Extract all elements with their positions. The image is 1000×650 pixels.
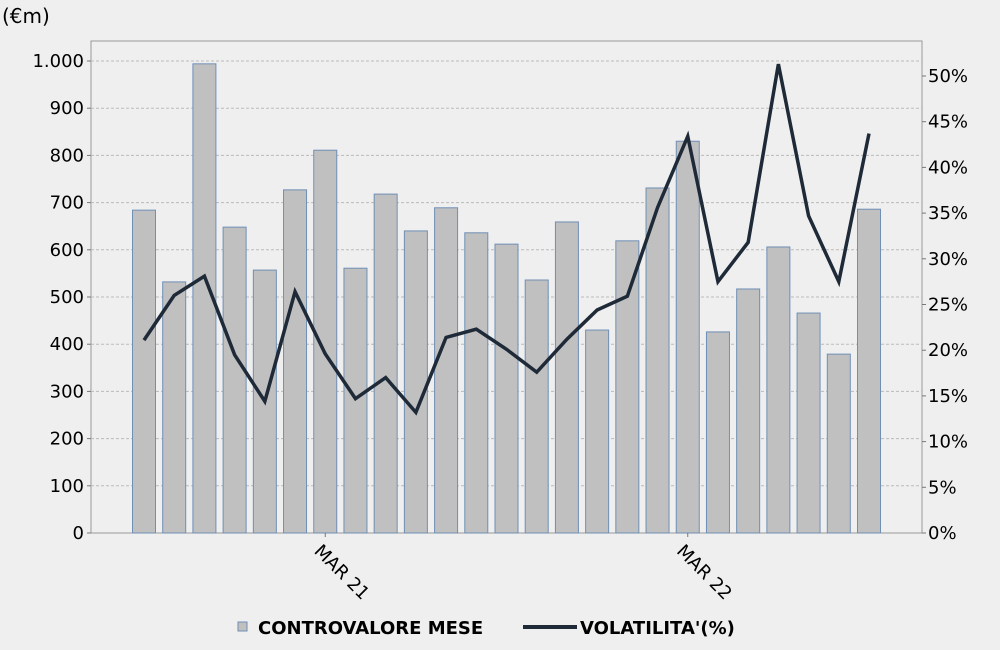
bar xyxy=(826,353,851,534)
legend-label-bar: CONTROVALORE MESE xyxy=(258,618,483,639)
bar xyxy=(222,226,247,534)
bar xyxy=(675,140,700,534)
bar xyxy=(857,208,881,534)
left-tick-label: 100 xyxy=(50,476,84,497)
bar xyxy=(132,209,156,534)
left-tick-label: 1.000 xyxy=(32,51,84,72)
bar xyxy=(283,189,308,534)
left-tick-label: 800 xyxy=(50,145,84,166)
right-tick-label: 15% xyxy=(928,386,968,407)
left-tick-label: 900 xyxy=(50,98,84,119)
left-tick-label: 600 xyxy=(50,240,84,261)
right-tick-label: 20% xyxy=(928,340,968,361)
left-tick-label: 400 xyxy=(50,334,84,355)
bar xyxy=(736,288,761,534)
bar xyxy=(766,246,791,534)
right-tick-label: 45% xyxy=(928,112,968,133)
right-tick-label: 40% xyxy=(928,157,968,178)
y-axis-unit-label: (€m) xyxy=(2,4,50,28)
bar xyxy=(524,279,549,534)
bar xyxy=(585,329,610,534)
bar xyxy=(645,187,670,534)
right-tick-label: 30% xyxy=(928,249,968,270)
bar xyxy=(403,230,428,534)
bar xyxy=(615,240,640,534)
x-tick-label: MAR 21 xyxy=(310,541,374,605)
right-tick-label: 50% xyxy=(928,66,968,87)
bar xyxy=(554,221,579,534)
bar xyxy=(705,331,730,534)
bar xyxy=(373,193,398,534)
left-tick-label: 0 xyxy=(73,523,84,544)
left-tick-label: 200 xyxy=(50,429,84,450)
legend-label-line: VOLATILITA'(%) xyxy=(580,618,735,639)
bar xyxy=(796,312,821,534)
right-tick-label: 0% xyxy=(928,523,957,544)
right-tick-label: 25% xyxy=(928,295,968,316)
bar xyxy=(494,243,519,534)
legend: CONTROVALORE MESE VOLATILITA'(%) xyxy=(237,618,735,639)
right-tick-label: 10% xyxy=(928,432,968,453)
bar xyxy=(434,207,459,534)
legend-swatch-bar xyxy=(237,621,248,632)
bar xyxy=(162,281,187,534)
bar xyxy=(464,232,489,534)
right-tick-label: 5% xyxy=(928,477,957,498)
left-tick-label: 700 xyxy=(50,193,84,214)
bar xyxy=(313,149,338,534)
x-tick-label: MAR 22 xyxy=(672,541,736,605)
left-tick-label: 500 xyxy=(50,287,84,308)
right-tick-label: 35% xyxy=(928,203,968,224)
bar xyxy=(192,63,217,534)
left-tick-label: 300 xyxy=(50,381,84,402)
